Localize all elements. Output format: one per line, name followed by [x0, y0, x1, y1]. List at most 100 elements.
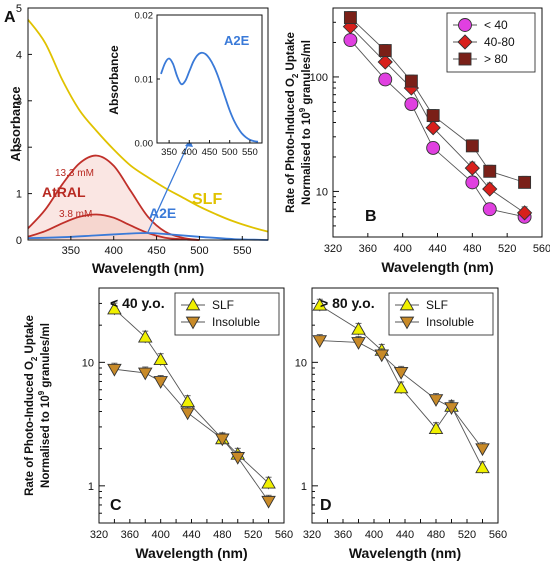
x-tick-label: 350	[62, 245, 80, 257]
x-tick-label: 320	[303, 529, 321, 541]
x-tick-label: 400	[151, 529, 169, 541]
y-tick-label: 100	[310, 72, 328, 84]
slf-label: SLF	[192, 191, 222, 208]
x-tick-label: 480	[213, 529, 231, 541]
y-tick-label: 4	[16, 49, 22, 61]
y-axis-label-line1: Rate of Photo-Induced O2 Uptake	[285, 32, 300, 213]
x-axis-label: Wavelength (nm)	[349, 545, 461, 561]
y-tick-label: 1	[16, 189, 22, 201]
data-point	[404, 97, 419, 111]
x-tick-label: 320	[90, 529, 108, 541]
legend-entry: 40-80	[484, 35, 515, 49]
legend-entry: Insoluble	[212, 315, 260, 329]
y-tick-label: 10	[316, 186, 328, 198]
data-point	[426, 140, 441, 155]
y-tick-label: 0	[16, 235, 22, 247]
legend: < 40 40-80 > 80	[446, 12, 536, 73]
x-tick-label: 560	[533, 243, 550, 255]
atral-area-2	[28, 214, 200, 240]
a2e-pointer	[147, 139, 191, 233]
x-tick-label: 560	[275, 529, 293, 541]
data-point	[153, 352, 168, 366]
legend-marker	[399, 297, 415, 311]
x-tick-label: 520	[244, 529, 262, 541]
panel-d-letter: D	[320, 497, 332, 514]
data-point	[343, 33, 358, 47]
y-tick-label: 10	[295, 357, 307, 369]
y-axis-label-line2: Normalised to 109 granules/ml	[37, 323, 52, 488]
data-point	[137, 367, 153, 381]
legend-entry: SLF	[212, 298, 234, 312]
y-tick-label: 5	[16, 3, 22, 15]
data-point	[312, 335, 328, 349]
x-tick-label: 360	[359, 243, 377, 255]
data-point	[518, 175, 532, 189]
panel-d-annotation: > 80 y.o.	[320, 295, 375, 311]
x-tick-label: 480	[427, 529, 445, 541]
legend-marker	[185, 297, 201, 311]
data-point	[230, 452, 246, 465]
data-point	[180, 394, 195, 408]
data-point	[378, 44, 392, 57]
data-point	[261, 475, 276, 489]
inset: 0.00 0.01 0.02 350 400 450 500 550 Absorbance A2E	[107, 11, 263, 158]
y-tick-label: 10	[82, 357, 94, 369]
legend-entry: < 40	[484, 18, 508, 32]
legend-entry: SLF	[426, 298, 448, 312]
atral-high-label: 13.3 mM	[55, 168, 94, 179]
data-point	[465, 139, 479, 153]
x-tick-label: 440	[396, 529, 414, 541]
x-tick-label: 480	[463, 243, 481, 255]
data-point	[215, 433, 230, 447]
x-tick-label: 360	[334, 529, 352, 541]
x-tick-label: 440	[428, 243, 446, 255]
inset-x-tick-label: 500	[222, 147, 238, 158]
panel-c-annotation: < 40 y.o.	[110, 295, 165, 311]
x-tick-label: 400	[105, 245, 123, 257]
panel-c-letter: C	[110, 497, 122, 514]
y-axis-label-subscript: 2	[30, 356, 39, 361]
y-axis-label-text: Normalised to 10	[301, 112, 313, 205]
panel-b-letter: B	[365, 208, 377, 225]
data-point	[482, 181, 498, 197]
data-point	[107, 363, 122, 377]
panel-c: 1 10 320 360 400 440 480 520 560 Wavelength (nm) R…	[24, 287, 293, 561]
data-point	[428, 421, 444, 435]
x-tick-label: 550	[233, 245, 251, 257]
inset-x-tick-label: 400	[181, 147, 197, 158]
data-point	[426, 109, 440, 123]
x-tick-label: 400	[365, 529, 383, 541]
data-point	[475, 443, 490, 457]
y-axis-label-text-end: granules/ml	[40, 323, 52, 391]
y-axis-label-line2: Normalised to 109 granules/ml	[298, 40, 313, 205]
inset-y-axis-label: Absorbance	[107, 45, 121, 115]
legend-marker	[399, 316, 415, 330]
a2e-label: A2E	[149, 205, 176, 221]
data-point	[378, 72, 393, 87]
inset-x-tick-label: 350	[161, 147, 177, 158]
data-point	[393, 380, 409, 394]
y-axis-label-text: Rate of Photo-Induced O	[285, 78, 297, 213]
atral-low-label: 3.8 mM	[59, 209, 92, 220]
data-point	[180, 407, 195, 421]
x-tick-label: 520	[458, 529, 476, 541]
data-point	[153, 376, 168, 389]
legend-entry: > 80	[484, 52, 508, 66]
data-point	[377, 54, 393, 70]
data-point	[428, 394, 444, 407]
atral-label: AtRAL	[42, 184, 86, 200]
legend-marker	[457, 34, 473, 50]
inset-x-tick-label: 550	[242, 147, 258, 158]
y-axis-label-text-end: Uptake	[285, 32, 297, 74]
x-tick-label: 450	[147, 245, 165, 257]
data-point	[351, 321, 366, 335]
panel-a-letter: A	[4, 9, 16, 26]
panel-d: 1 10 320 360 400 440 480 520 560 Wavelength (nm) S…	[295, 287, 507, 561]
data-point	[261, 495, 276, 509]
x-axis-label: Wavelength (nm)	[92, 260, 204, 276]
y-tick-label: 1	[88, 481, 94, 493]
series--80	[343, 11, 532, 189]
y-axis-label-superscript: 9	[298, 107, 307, 112]
data-point	[343, 11, 357, 25]
x-tick-label: 360	[121, 529, 139, 541]
